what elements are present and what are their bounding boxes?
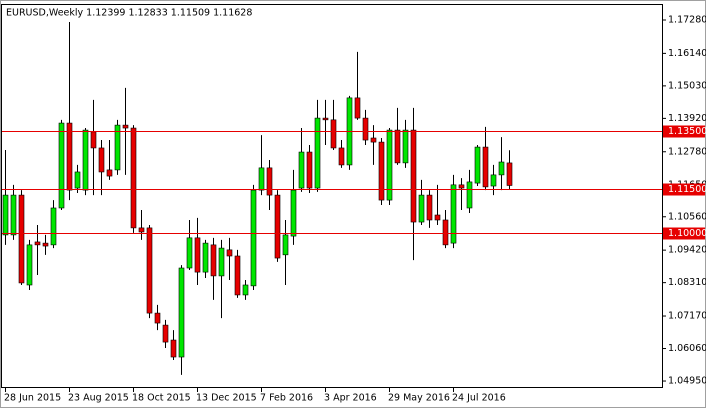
candle-body <box>146 227 153 314</box>
candle-body <box>362 117 369 141</box>
candle-body <box>394 129 401 164</box>
candle-body <box>354 97 361 119</box>
y-tick-label: 1.13920 <box>668 113 706 124</box>
candle-body <box>106 169 113 177</box>
x-tick-label: 24 Jul 2016 <box>452 393 506 404</box>
y-tick-label: 1.10560 <box>668 211 706 222</box>
candle-body <box>50 207 57 246</box>
x-tick-label: 23 Aug 2015 <box>68 393 129 404</box>
candle-body <box>306 151 313 189</box>
candle-body <box>330 119 337 149</box>
candle-body <box>370 137 377 143</box>
candle-body <box>2 194 9 236</box>
candle-body <box>130 127 137 229</box>
candle-body <box>194 237 201 273</box>
candle-body <box>74 171 81 189</box>
level-label: 1.10000 <box>668 228 706 239</box>
candle-body <box>274 194 281 259</box>
candle-body <box>282 234 289 256</box>
candle-body <box>58 122 65 209</box>
y-tick-label: 1.04950 <box>668 376 706 387</box>
candle-body <box>426 194 433 221</box>
candle-body <box>202 242 209 273</box>
y-tick-label: 1.06060 <box>668 343 706 354</box>
y-tick-label: 1.08310 <box>668 277 706 288</box>
y-tick-label: 1.17280 <box>668 14 706 25</box>
candle-body <box>154 312 161 324</box>
candle-body <box>42 242 49 247</box>
candle-body <box>266 167 273 196</box>
candle-body <box>338 147 345 166</box>
candle-body <box>210 244 217 277</box>
candle-body <box>162 324 169 343</box>
candle-body <box>506 162 513 186</box>
candle-body <box>122 124 129 129</box>
candle-body <box>450 184 457 244</box>
candle-body <box>322 117 329 121</box>
y-tick-label: 1.16140 <box>668 48 706 59</box>
candle-body <box>434 214 441 221</box>
x-tick-label: 28 Jun 2015 <box>4 393 61 404</box>
candle-body <box>498 161 505 176</box>
candle-body <box>258 167 265 191</box>
y-tick-label: 1.07170 <box>668 311 706 322</box>
candle-body <box>378 141 385 201</box>
candle-body <box>90 131 97 149</box>
candle-body <box>442 219 449 246</box>
candle-body <box>26 244 33 286</box>
chart-title: EURUSD,Weekly 1.12399 1.12833 1.11509 1.… <box>6 8 252 19</box>
candle-body <box>418 194 425 223</box>
candle-body <box>490 174 497 187</box>
candle-body <box>114 124 121 171</box>
candle-body <box>298 151 305 189</box>
candle-body <box>186 237 193 269</box>
level-label-box <box>663 183 705 196</box>
candle-body <box>458 184 465 189</box>
candle-body <box>234 255 241 296</box>
candle-body <box>290 189 297 237</box>
candle-body <box>386 129 393 201</box>
candle-body <box>10 194 17 236</box>
y-tick-label: 1.09420 <box>668 245 706 256</box>
candle-body <box>138 227 145 233</box>
candle-body <box>250 189 257 287</box>
y-tick-label: 1.15030 <box>668 80 706 91</box>
x-tick-label: 7 Feb 2016 <box>260 393 313 404</box>
level-label: 1.11500 <box>668 184 706 195</box>
candle-body <box>242 284 249 296</box>
candle-body <box>170 339 177 358</box>
plot-frame <box>1 4 663 388</box>
level-label-box <box>663 125 705 138</box>
candle-body <box>402 129 409 164</box>
candle-body <box>34 241 41 246</box>
candle-body <box>82 129 89 191</box>
level-label-box <box>663 227 705 240</box>
y-tick-label: 1.12780 <box>668 146 706 157</box>
candle-body <box>66 122 73 191</box>
level-label: 1.13500 <box>668 126 706 137</box>
x-tick-label: 29 May 2016 <box>388 393 450 404</box>
candle-body <box>482 146 489 188</box>
candle-body <box>226 249 233 257</box>
candle-body <box>18 194 25 284</box>
candle-body <box>178 267 185 358</box>
candle-body <box>466 181 473 209</box>
candle-body <box>98 147 105 173</box>
candle-body <box>314 117 321 189</box>
candle-body <box>218 247 225 277</box>
candle-body <box>474 146 481 184</box>
x-tick-label: 13 Dec 2015 <box>196 393 257 404</box>
x-tick-label: 3 Apr 2016 <box>324 393 377 404</box>
candle-body <box>410 129 417 223</box>
x-tick-label: 18 Oct 2015 <box>132 393 191 404</box>
